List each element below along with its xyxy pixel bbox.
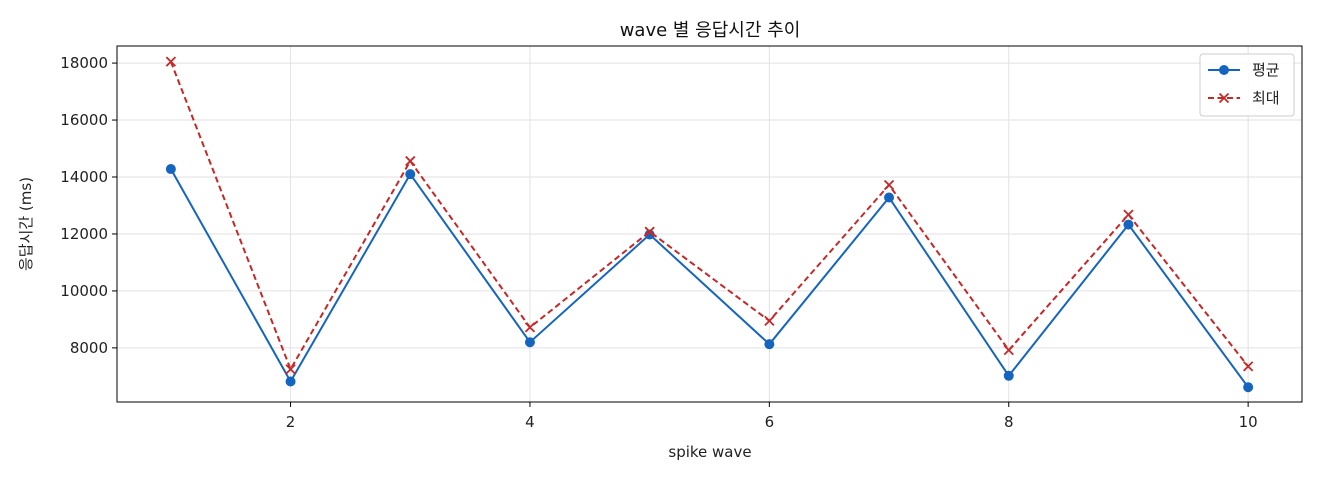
data-point (1243, 382, 1254, 393)
legend-marker (1219, 65, 1229, 75)
legend-label: 평균 (1252, 61, 1280, 79)
data-point (285, 376, 296, 387)
series-line (169, 61, 1249, 371)
series-1 (165, 164, 1254, 393)
y-axis-label: 응답시간 (ms) (17, 177, 35, 271)
y-tick-label: 18000 (60, 54, 108, 72)
data-point (1003, 345, 1014, 356)
y-tick-label: 12000 (60, 225, 108, 243)
y-axis: 8000 10000 12000 14000 16000 18000 (60, 54, 117, 357)
data-point (764, 315, 775, 326)
x-tick-label: 4 (525, 413, 535, 431)
y-tick-label: 8000 (70, 339, 108, 357)
series-2 (165, 56, 1254, 375)
grid-lines (117, 46, 1302, 402)
data-point (884, 192, 895, 203)
series-line (169, 168, 1249, 388)
data-point (883, 179, 895, 191)
legend-item: 평균 (1208, 61, 1280, 79)
data-point (405, 155, 416, 167)
legend-frame (1199, 53, 1295, 117)
y-tick-label: 10000 (60, 282, 108, 300)
x-tick-label: 6 (765, 413, 775, 431)
data-point (165, 56, 177, 67)
legend-marker (1218, 92, 1230, 104)
data-point (1003, 370, 1014, 381)
x-tick-label: 2 (286, 413, 296, 431)
x-tick-label: 10 (1239, 413, 1258, 431)
data-point (524, 337, 535, 348)
series-layer (165, 56, 1254, 393)
plot-area-frame (116, 45, 1303, 403)
legend-label: 최대 (1252, 89, 1280, 107)
data-point (165, 164, 176, 175)
data-point (285, 364, 296, 375)
x-axis-label: spike wave (668, 443, 751, 461)
data-point (1123, 209, 1134, 220)
x-axis: 2 4 6 8 10 (286, 402, 1258, 431)
data-point (764, 339, 775, 350)
data-point (644, 226, 655, 237)
data-point (644, 229, 655, 240)
legend-item: 최대 (1208, 89, 1280, 107)
x-tick-label: 8 (1004, 413, 1014, 431)
chart-title: wave 별 응답시간 추이 (620, 20, 801, 41)
y-tick-label: 14000 (60, 168, 108, 186)
data-point (1123, 219, 1134, 230)
data-point (405, 169, 416, 180)
data-point (1243, 361, 1254, 372)
y-tick-label: 16000 (60, 111, 108, 129)
data-point (524, 322, 536, 333)
